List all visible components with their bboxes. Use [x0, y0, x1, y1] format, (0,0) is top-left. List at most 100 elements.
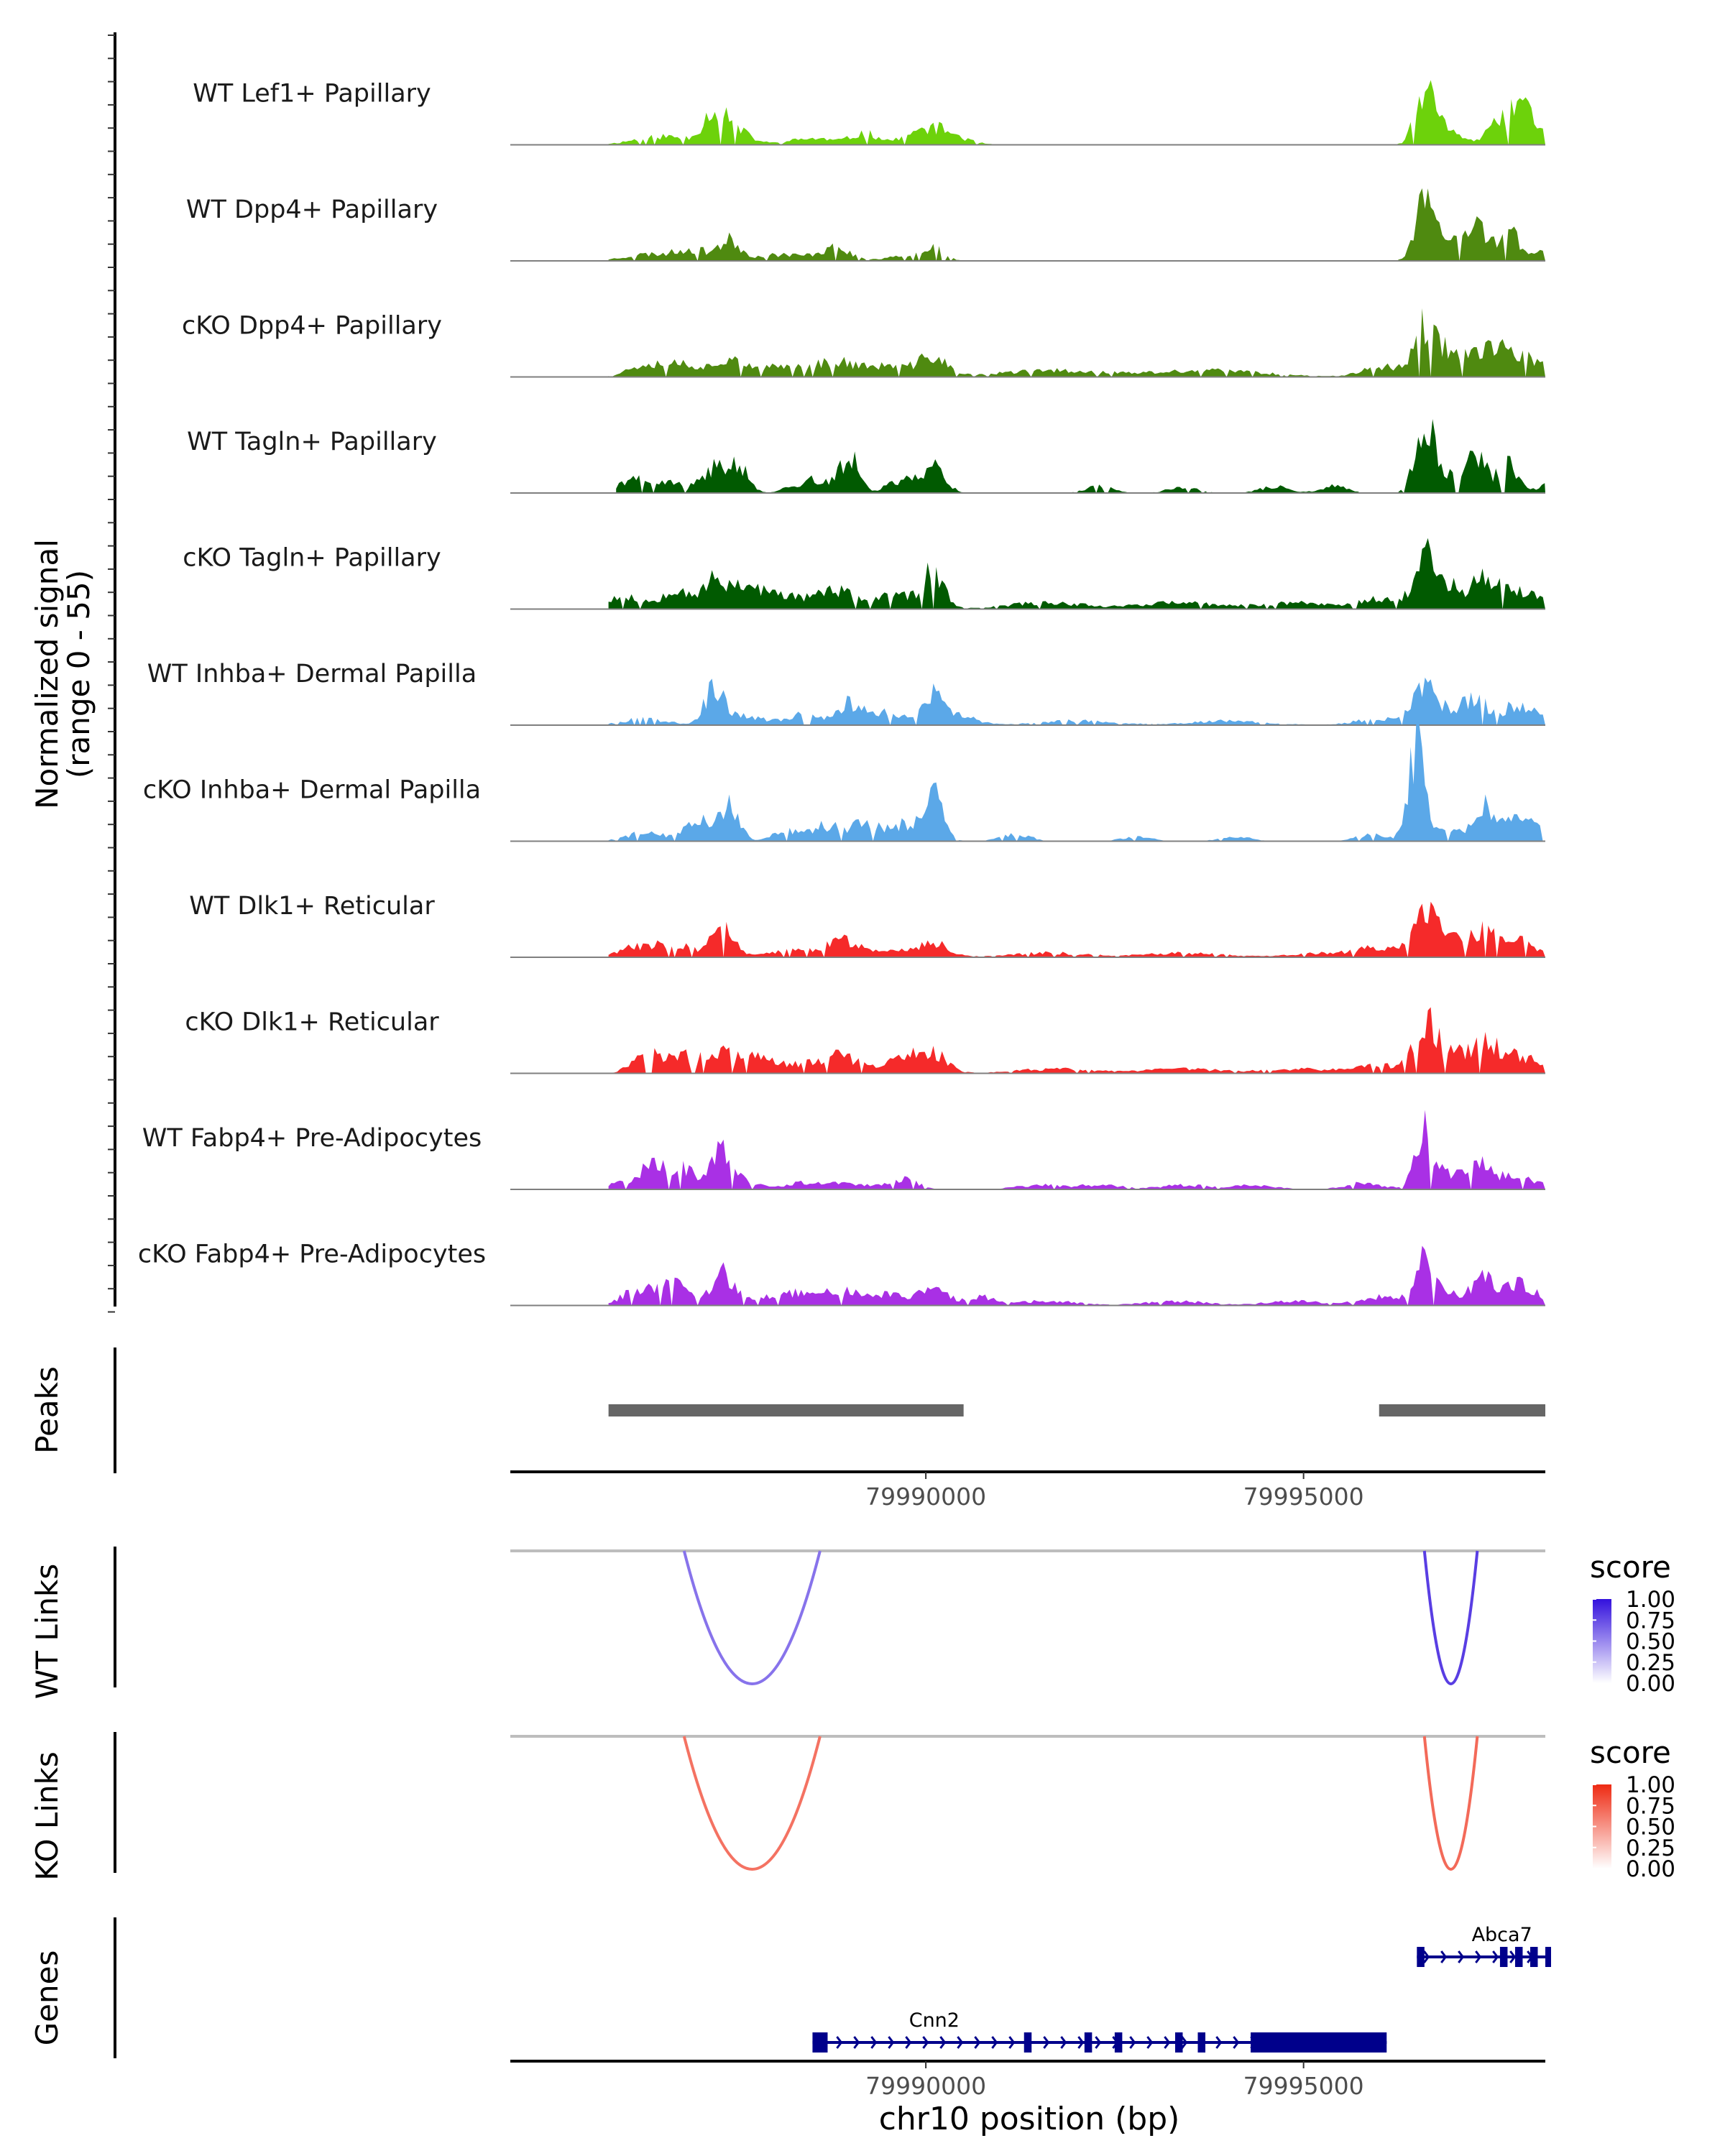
x-axis-top: 79990000 79995000	[510, 1470, 1545, 1511]
strand-arrow	[853, 2036, 860, 2049]
x-axis-title: chr10 position (bp)	[879, 2101, 1180, 2137]
strand-arrow	[870, 2036, 878, 2049]
legend-title: score	[1590, 1549, 1671, 1585]
track-label: cKO Dpp4+ Papillary	[182, 312, 442, 341]
coverage-area	[608, 677, 1545, 725]
legend-tick-label: 0.50	[1626, 1629, 1675, 1655]
gene-exon	[1417, 1947, 1425, 1967]
coverage-area	[608, 80, 1545, 145]
gene-exon	[1084, 2032, 1092, 2053]
coverage-track: WT Inhba+ Dermal Papilla	[147, 660, 1545, 726]
strand-arrow	[905, 2036, 912, 2049]
track-label: WT Tagln+ Papillary	[187, 428, 437, 456]
gene-name: Abca7	[1472, 1924, 1532, 1946]
coverage-track: cKO Inhba+ Dermal Papilla	[143, 719, 1545, 842]
gene: Abca7	[1417, 1924, 1551, 1967]
legend-tick-label: 0.25	[1626, 1835, 1675, 1861]
strand-arrow	[1008, 2036, 1016, 2049]
gene-name: Cnn2	[909, 2009, 960, 2032]
gene-exon	[1514, 1947, 1523, 1967]
legend-tick-label: 0.50	[1626, 1815, 1675, 1841]
gene-exon	[1545, 1947, 1551, 1967]
legend-tick-label: 1.00	[1626, 1772, 1675, 1798]
coverage-area	[608, 719, 1545, 842]
legend-tick-label: 0.25	[1626, 1650, 1675, 1676]
gene-exon	[1530, 1947, 1538, 1967]
x-tick-label: 79990000	[865, 1483, 986, 1511]
coverage-area	[608, 188, 1545, 261]
coverage-track: WT Fabp4+ Pre-Adipocytes	[142, 1110, 1545, 1190]
legend-tick-label: 0.75	[1626, 1608, 1675, 1634]
gene-exon	[1024, 2032, 1032, 2053]
track-label: WT Dlk1+ Reticular	[189, 892, 435, 921]
links-track	[114, 1732, 1545, 1873]
x-tick-label: 79995000	[1243, 2072, 1364, 2100]
strand-arrow	[974, 2036, 981, 2049]
legend-title: score	[1590, 1735, 1671, 1770]
peaks-track-label: Peaks	[29, 1366, 65, 1454]
strand-arrow	[1164, 2036, 1171, 2049]
x-tick-label: 79990000	[865, 2072, 986, 2100]
strand-arrow	[1233, 2036, 1240, 2049]
peak-region	[1379, 1404, 1545, 1416]
coverage-track: cKO Dpp4+ Papillary	[182, 308, 1545, 378]
strand-arrow	[1423, 1950, 1430, 1963]
strand-arrow	[957, 2036, 964, 2049]
peak-region	[608, 1404, 964, 1416]
legend-tick-label: 1.00	[1626, 1587, 1675, 1613]
coverage-tracks: WT Lef1+ Papillary WT Dpp4+ Papillary cKO …	[108, 32, 1546, 1313]
coverage-track: WT Dpp4+ Papillary	[186, 188, 1545, 262]
strand-arrow	[939, 2036, 947, 2049]
strand-arrow	[1043, 2036, 1050, 2049]
strand-arrow	[888, 2036, 895, 2049]
links-tracks	[114, 1547, 1545, 1873]
gene: Cnn2	[812, 2009, 1387, 2053]
genes-track: Cnn2 Abca7	[114, 1917, 1551, 2058]
track-label: WT Dpp4+ Papillary	[186, 195, 438, 224]
legend-tick-label: 0.00	[1626, 1856, 1675, 1882]
strand-arrow	[922, 2036, 929, 2049]
gene-exon	[1197, 2032, 1206, 2053]
coverage-area	[608, 1110, 1545, 1189]
legend-tick-label: 0.75	[1626, 1793, 1675, 1819]
coverage-area	[608, 901, 1545, 957]
strand-arrow	[1509, 1950, 1517, 1963]
links-track	[114, 1547, 1545, 1687]
peaks-track	[114, 1348, 1545, 1473]
gene-exon	[1499, 1947, 1508, 1967]
gene-exon	[1251, 2032, 1387, 2053]
coverage-area	[608, 308, 1545, 377]
strand-arrow	[1095, 2036, 1102, 2049]
link-arc	[1422, 1736, 1479, 1871]
coverage-track: WT Dlk1+ Reticular	[189, 892, 1545, 958]
coverage-area	[608, 1007, 1545, 1074]
link-arc	[1422, 1550, 1479, 1685]
coverage-track: cKO Dlk1+ Reticular	[185, 1007, 1545, 1074]
strand-arrow	[1129, 2036, 1136, 2049]
track-label: cKO Tagln+ Papillary	[183, 544, 441, 573]
coverage-track: cKO Tagln+ Papillary	[183, 538, 1545, 610]
legend-tick-label: 0.00	[1626, 1671, 1675, 1697]
score-legends: score1.000.750.500.250.00score1.000.750.…	[1590, 1549, 1675, 1882]
strand-arrow	[1458, 1950, 1465, 1963]
gene-exon	[812, 2032, 828, 2053]
coverage-area	[608, 1245, 1545, 1306]
x-tick-label: 79995000	[1243, 1483, 1364, 1511]
strand-arrow	[1077, 2036, 1085, 2049]
genes-track-label: Genes	[29, 1950, 65, 2046]
coverage-track: WT Tagln+ Papillary	[187, 419, 1546, 494]
track-label: cKO Inhba+ Dermal Papilla	[143, 776, 481, 805]
strand-arrow	[991, 2036, 998, 2049]
strand-arrow	[1492, 1950, 1499, 1963]
gene-exon	[1114, 2032, 1123, 2053]
ko-links-track-label: KO Links	[29, 1751, 65, 1881]
track-label: cKO Fabp4+ Pre-Adipocytes	[138, 1240, 486, 1269]
strand-arrow	[1146, 2036, 1154, 2049]
x-axis-bottom: 79990000 79995000	[510, 2060, 1545, 2100]
coverage-area	[608, 538, 1545, 609]
strand-arrow	[1060, 2036, 1067, 2049]
gene-exon	[1174, 2032, 1183, 2053]
